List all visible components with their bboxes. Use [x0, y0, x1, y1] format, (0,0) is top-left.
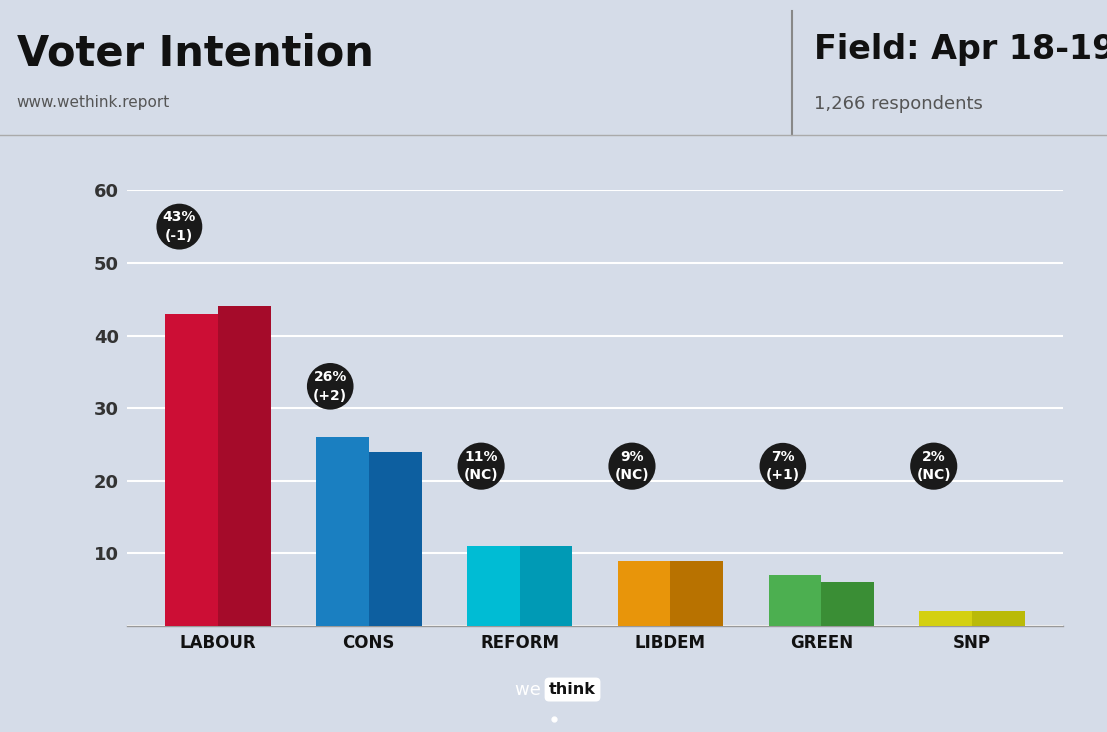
Text: 1,266 respondents: 1,266 respondents: [814, 95, 983, 113]
Bar: [821, 583, 875, 626]
Bar: [972, 611, 1025, 626]
Bar: [165, 314, 218, 626]
Bar: [671, 561, 723, 626]
Bar: [768, 575, 821, 626]
Bar: [369, 452, 422, 626]
Text: Voter Intention: Voter Intention: [17, 33, 373, 75]
Text: think: think: [549, 682, 596, 697]
Bar: [218, 307, 270, 626]
Text: 43%
(-1): 43% (-1): [163, 210, 196, 243]
Bar: [315, 437, 369, 626]
Text: 26%
(+2): 26% (+2): [313, 370, 348, 403]
Text: we: we: [515, 681, 547, 698]
Bar: [467, 546, 519, 626]
Bar: [618, 561, 671, 626]
Text: 7%
(+1): 7% (+1): [766, 450, 800, 482]
Text: 11%
(NC): 11% (NC): [464, 450, 498, 482]
Bar: [920, 611, 972, 626]
Text: 9%
(NC): 9% (NC): [614, 450, 650, 482]
Bar: [519, 546, 572, 626]
Text: Field: Apr 18-19. ’24: Field: Apr 18-19. ’24: [814, 33, 1107, 66]
Text: 2%
(NC): 2% (NC): [917, 450, 951, 482]
Text: www.wethink.report: www.wethink.report: [17, 95, 169, 110]
